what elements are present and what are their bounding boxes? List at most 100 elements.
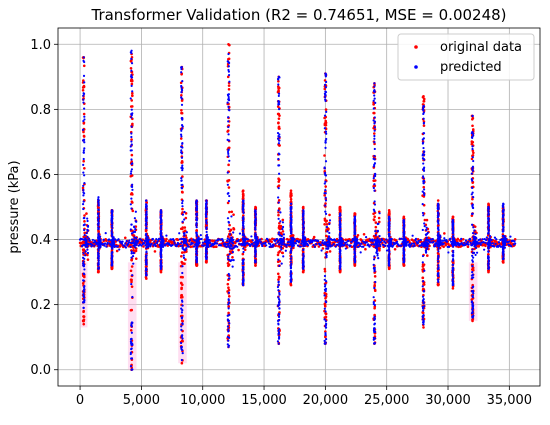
data-point bbox=[356, 245, 360, 248]
data-point bbox=[484, 244, 487, 248]
data-point bbox=[183, 226, 187, 229]
data-point bbox=[470, 298, 474, 301]
data-point bbox=[155, 237, 158, 241]
data-point bbox=[131, 183, 134, 186]
data-point bbox=[181, 322, 184, 326]
data-point bbox=[195, 257, 198, 261]
data-point bbox=[132, 252, 135, 255]
data-point bbox=[226, 318, 229, 321]
data-point bbox=[228, 233, 232, 236]
data-point bbox=[130, 324, 133, 327]
data-point bbox=[426, 254, 429, 257]
data-point bbox=[159, 214, 162, 217]
data-point bbox=[494, 242, 497, 245]
data-point bbox=[97, 196, 100, 199]
predicted-series bbox=[78, 49, 517, 371]
data-point bbox=[227, 291, 231, 294]
data-point bbox=[147, 241, 150, 244]
data-point bbox=[228, 250, 232, 253]
data-point bbox=[82, 101, 85, 104]
data-point bbox=[159, 264, 162, 267]
data-point bbox=[153, 240, 156, 243]
data-point bbox=[180, 103, 184, 106]
data-point bbox=[107, 238, 111, 241]
data-point bbox=[192, 245, 196, 248]
data-point bbox=[102, 238, 105, 241]
data-point bbox=[118, 245, 122, 248]
data-point bbox=[277, 89, 280, 92]
data-point bbox=[180, 129, 183, 132]
data-point bbox=[130, 69, 133, 72]
data-point bbox=[443, 232, 446, 235]
data-point bbox=[97, 208, 100, 211]
data-point bbox=[372, 132, 376, 135]
data-point bbox=[83, 141, 86, 144]
data-point bbox=[225, 245, 228, 248]
data-point bbox=[312, 243, 315, 247]
data-point bbox=[276, 253, 280, 257]
data-point bbox=[323, 154, 326, 157]
data-point bbox=[189, 245, 192, 249]
data-point bbox=[231, 255, 234, 259]
data-point bbox=[181, 161, 184, 164]
data-point bbox=[242, 234, 245, 237]
data-point bbox=[104, 232, 107, 235]
data-point bbox=[226, 235, 230, 238]
data-point bbox=[422, 124, 426, 127]
data-point bbox=[228, 194, 231, 198]
data-point bbox=[82, 279, 85, 282]
data-point bbox=[227, 286, 230, 290]
data-point bbox=[97, 204, 100, 207]
data-point bbox=[226, 282, 230, 286]
data-point bbox=[323, 267, 327, 271]
data-point bbox=[228, 109, 231, 112]
data-point bbox=[180, 89, 184, 92]
data-point bbox=[181, 304, 184, 307]
data-point bbox=[274, 244, 278, 248]
data-point bbox=[289, 283, 293, 287]
data-point bbox=[195, 219, 198, 222]
data-point bbox=[195, 264, 198, 267]
data-point bbox=[224, 242, 227, 246]
data-point bbox=[228, 242, 231, 245]
data-point bbox=[129, 172, 133, 175]
data-point bbox=[434, 244, 437, 248]
data-point bbox=[180, 358, 183, 362]
data-point bbox=[328, 213, 331, 217]
data-point bbox=[97, 217, 100, 220]
data-point bbox=[323, 303, 327, 307]
data-point bbox=[205, 211, 208, 214]
data-point bbox=[205, 257, 208, 261]
data-point bbox=[277, 278, 280, 281]
data-point bbox=[178, 232, 181, 235]
data-point bbox=[183, 210, 186, 214]
data-point bbox=[442, 242, 445, 245]
data-point bbox=[123, 236, 127, 240]
data-point bbox=[301, 205, 305, 209]
data-point bbox=[145, 233, 148, 236]
data-point bbox=[431, 238, 434, 241]
data-point bbox=[161, 235, 164, 238]
data-point bbox=[277, 180, 281, 183]
data-point bbox=[130, 170, 133, 173]
data-point bbox=[231, 242, 235, 245]
data-point bbox=[324, 123, 327, 127]
data-point bbox=[180, 91, 183, 94]
data-point bbox=[227, 178, 231, 182]
data-point bbox=[111, 226, 114, 229]
data-point bbox=[276, 85, 280, 88]
data-point bbox=[228, 252, 231, 256]
data-point bbox=[81, 202, 85, 206]
data-point bbox=[82, 216, 85, 220]
data-point bbox=[181, 262, 184, 265]
data-point bbox=[181, 164, 184, 167]
data-point bbox=[129, 145, 132, 148]
data-point bbox=[241, 192, 245, 196]
data-point bbox=[227, 65, 230, 68]
data-point bbox=[195, 231, 198, 235]
data-point bbox=[456, 237, 460, 241]
data-point bbox=[279, 224, 283, 228]
data-point bbox=[83, 234, 86, 237]
data-point bbox=[145, 223, 148, 226]
data-point bbox=[83, 147, 86, 150]
